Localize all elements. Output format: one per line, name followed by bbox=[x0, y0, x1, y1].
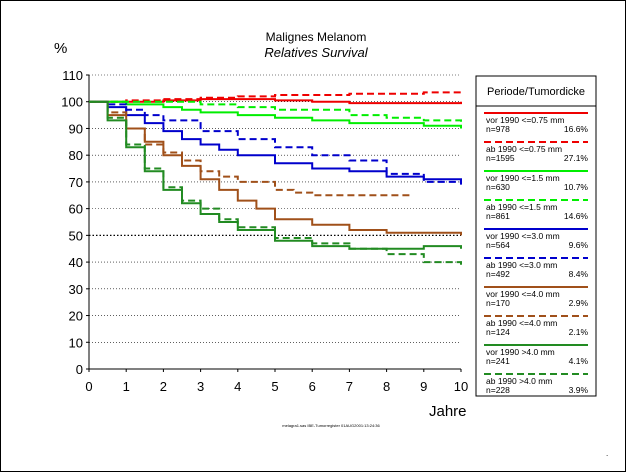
legend-entry-count: n=492 bbox=[486, 269, 510, 279]
y-tick-label: 10 bbox=[69, 335, 83, 350]
series-lines bbox=[89, 91, 462, 268]
legend-entry-count: n=978 bbox=[486, 124, 510, 134]
legend-entry-label: ab 1990 <=3.0 mm bbox=[486, 260, 557, 270]
legend-entry-count: n=241 bbox=[486, 356, 510, 366]
y-tick-label: 20 bbox=[69, 309, 83, 324]
legend-entry-count: n=630 bbox=[486, 182, 510, 192]
legend-entry-label: ab 1990 <=1.5 mm bbox=[486, 202, 557, 212]
x-tick-label: 6 bbox=[309, 379, 316, 394]
x-tick-label: 1 bbox=[123, 379, 130, 394]
y-tick-label: 90 bbox=[69, 121, 83, 136]
x-tick-label: 10 bbox=[454, 379, 468, 394]
y-tick-label: 110 bbox=[62, 68, 83, 83]
chart-subtitle: Relatives Survival bbox=[264, 45, 368, 60]
x-tick-label: 0 bbox=[85, 379, 92, 394]
series-line-8 bbox=[89, 100, 413, 197]
x-tick-label: 3 bbox=[197, 379, 204, 394]
legend-box bbox=[475, 75, 597, 397]
legend-entry-percent: 14.6% bbox=[564, 211, 589, 221]
legend-entry-count: n=1595 bbox=[486, 153, 515, 163]
legend-entry-count: n=564 bbox=[486, 240, 510, 250]
legend-title: Periode/Tumordicke bbox=[487, 86, 585, 98]
chart-title: Malignes Melanom bbox=[266, 30, 367, 44]
corner-dot: . bbox=[606, 449, 608, 458]
legend-entry-count: n=170 bbox=[486, 298, 510, 308]
legend-entry-percent: 27.1% bbox=[564, 153, 589, 163]
series-line-10 bbox=[89, 100, 462, 268]
y-tick-label: 100 bbox=[61, 95, 83, 110]
legend-entry-count: n=228 bbox=[486, 385, 510, 395]
legend-entry-count: n=124 bbox=[486, 327, 510, 337]
legend-entry-label: vor 1990 <=3.0 mm bbox=[486, 231, 560, 241]
legend-entry-percent: 8.4% bbox=[569, 269, 589, 279]
series-line-3 bbox=[89, 100, 462, 129]
y-tick-label: 0 bbox=[76, 362, 83, 377]
series-line-2 bbox=[89, 91, 461, 103]
y-tick-label: 40 bbox=[69, 255, 83, 270]
y-tick-label: 50 bbox=[69, 228, 83, 243]
axes bbox=[86, 74, 462, 372]
legend-entry-percent: 10.7% bbox=[564, 182, 589, 192]
series-line-4 bbox=[89, 100, 462, 124]
legend-entry-label: ab 1990 <=4.0 mm bbox=[486, 318, 557, 328]
legend-entry-percent: 3.9% bbox=[569, 385, 589, 395]
legend-entry-label: ab 1990 <=0.75 mm bbox=[486, 144, 562, 154]
x-tick-label: 4 bbox=[234, 379, 241, 394]
legend-entry-percent: 9.6% bbox=[569, 240, 589, 250]
x-tick-label: 7 bbox=[346, 379, 353, 394]
x-axis-label: Jahre bbox=[429, 403, 467, 420]
legend-entry-label: vor 1990 <=4.0 mm bbox=[486, 289, 560, 299]
legend: Periode/Tumordicke vor 1990 <=0.75 mmn=97… bbox=[475, 75, 597, 397]
x-tick-label: 8 bbox=[383, 379, 390, 394]
y-tick-label: 70 bbox=[69, 175, 83, 190]
legend-entry-label: ab 1990 >4.0 mm bbox=[486, 376, 552, 386]
x-tick-label: 5 bbox=[271, 379, 278, 394]
legend-entry-label: vor 1990 <=0.75 mm bbox=[486, 115, 564, 125]
y-tick-label: 30 bbox=[69, 282, 83, 297]
tick-labels: 0 10 20 30 40 50 60 70 80 90 100 110 0 1 2 3 4 5 6 7 8 9 10 bbox=[61, 68, 468, 394]
x-tick-label: 2 bbox=[160, 379, 167, 394]
x-tick-label: 9 bbox=[420, 379, 427, 394]
legend-entry-count: n=861 bbox=[486, 211, 510, 221]
y-tick-label: 80 bbox=[69, 148, 83, 163]
y-axis-label: % bbox=[54, 40, 67, 57]
legend-entry-percent: 2.9% bbox=[569, 298, 589, 308]
legend-entry-label: vor 1990 >4.0 mm bbox=[486, 347, 555, 357]
legend-entry-label: vor 1990 <=1.5 mm bbox=[486, 173, 560, 183]
series-line-6 bbox=[89, 100, 461, 183]
legend-entry-percent: 2.1% bbox=[569, 327, 589, 337]
y-tick-label: 60 bbox=[69, 202, 83, 217]
legend-entry-percent: 16.6% bbox=[564, 124, 589, 134]
legend-entry-percent: 4.1% bbox=[569, 356, 589, 366]
footer-text: melagra1.sas IBE-Tumorregister 01AUG2001… bbox=[282, 423, 380, 428]
